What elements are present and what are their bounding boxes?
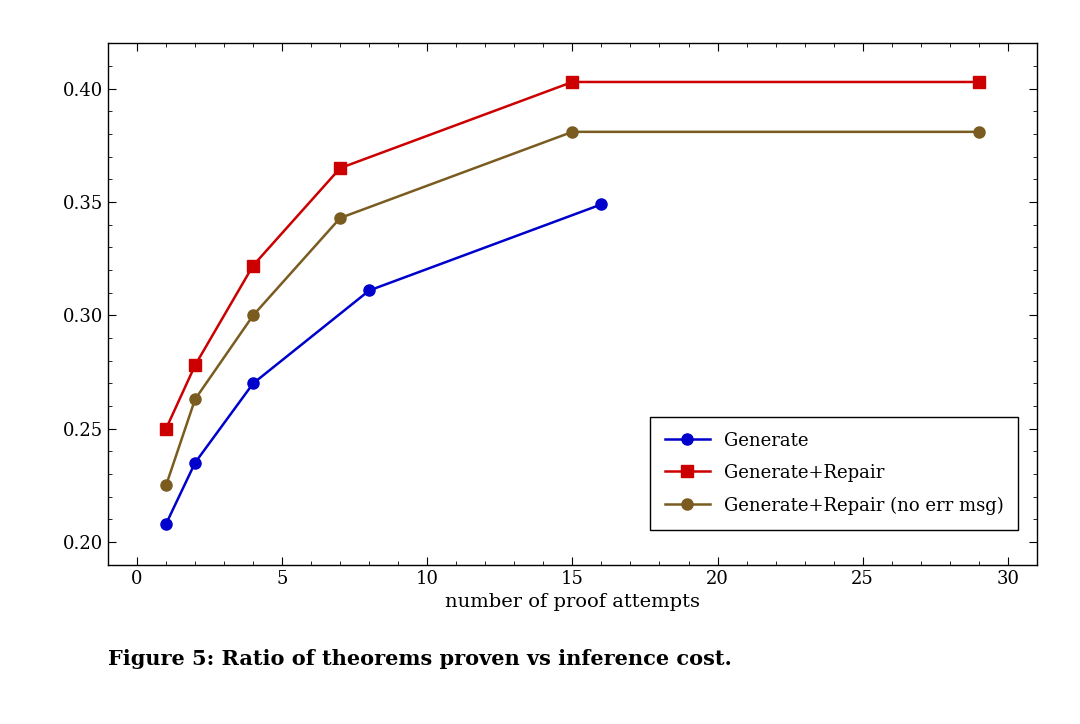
Generate (595, 200, 608, 209)
Generate+Repair (334, 164, 347, 172)
Generate (363, 286, 376, 295)
Text: Figure 5: Ratio of theorems proven vs inference cost.: Figure 5: Ratio of theorems proven vs in… (108, 649, 732, 669)
Generate+Repair (no err msg) (566, 127, 579, 136)
Generate+Repair (160, 424, 173, 433)
Generate+Repair (no err msg) (246, 311, 259, 320)
Line: Generate+Repair (no err msg): Generate+Repair (no err msg) (161, 126, 984, 491)
Generate+Repair (972, 77, 985, 86)
Generate+Repair (189, 361, 202, 370)
Line: Generate+Repair: Generate+Repair (161, 77, 984, 434)
Generate (160, 520, 173, 529)
Generate+Repair (no err msg) (334, 214, 347, 222)
Generate (246, 379, 259, 388)
Line: Generate: Generate (161, 199, 607, 529)
Generate (189, 458, 202, 467)
Generate+Repair (566, 77, 579, 86)
Generate+Repair (no err msg) (972, 127, 985, 136)
Generate+Repair (246, 261, 259, 270)
Generate+Repair (no err msg) (189, 395, 202, 403)
Generate+Repair (no err msg) (160, 481, 173, 489)
X-axis label: number of proof attempts: number of proof attempts (445, 593, 700, 611)
Legend: Generate, Generate+Repair, Generate+Repair (no err msg): Generate, Generate+Repair, Generate+Repa… (650, 417, 1018, 530)
